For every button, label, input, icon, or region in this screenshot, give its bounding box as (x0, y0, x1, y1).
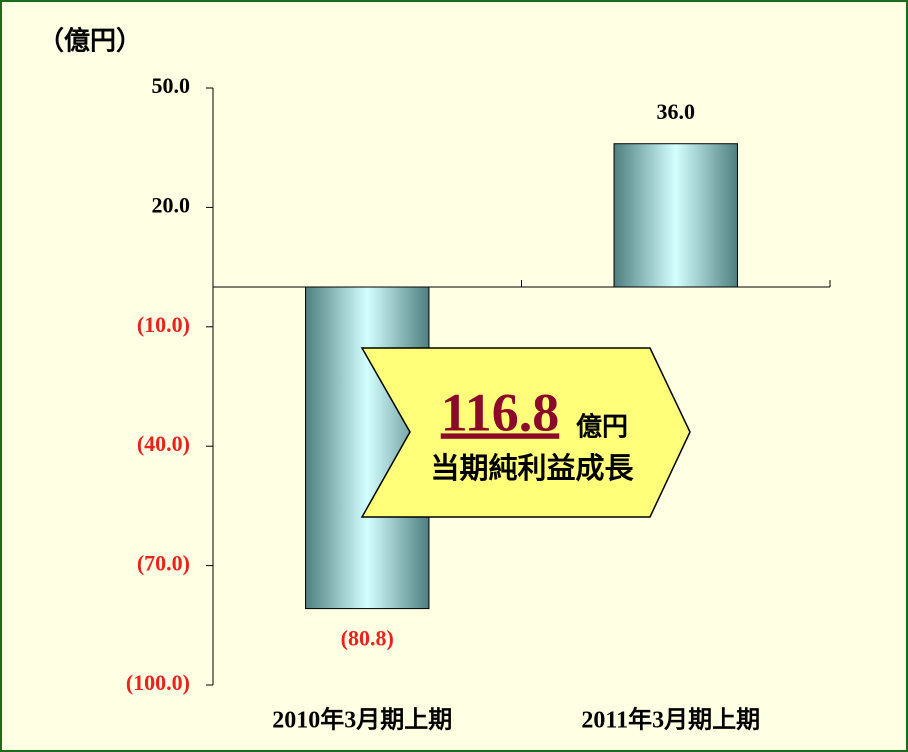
y-tick-label: (40.0) (137, 431, 190, 456)
y-tick-label: (100.0) (126, 670, 190, 695)
annotation-text: 当期純利益成長 (430, 451, 634, 485)
bar (613, 143, 738, 288)
y-tick-label: (70.0) (137, 551, 190, 576)
x-tick-label: 2010年3月期上期 (272, 706, 452, 734)
y-tick-label: 20.0 (152, 192, 191, 217)
data-label: 36.0 (657, 99, 696, 124)
unit-label: （億円） (38, 27, 142, 57)
y-tick-label: 50.0 (152, 73, 191, 98)
data-label: (80.8) (341, 626, 394, 651)
annotation-unit: 億円 (576, 413, 628, 443)
x-tick-label: 2011年3月期上期 (581, 706, 760, 734)
annotation-value: 116.8 (441, 382, 560, 442)
arrow-callout (360, 347, 691, 518)
y-tick-label: (10.0) (137, 312, 190, 337)
